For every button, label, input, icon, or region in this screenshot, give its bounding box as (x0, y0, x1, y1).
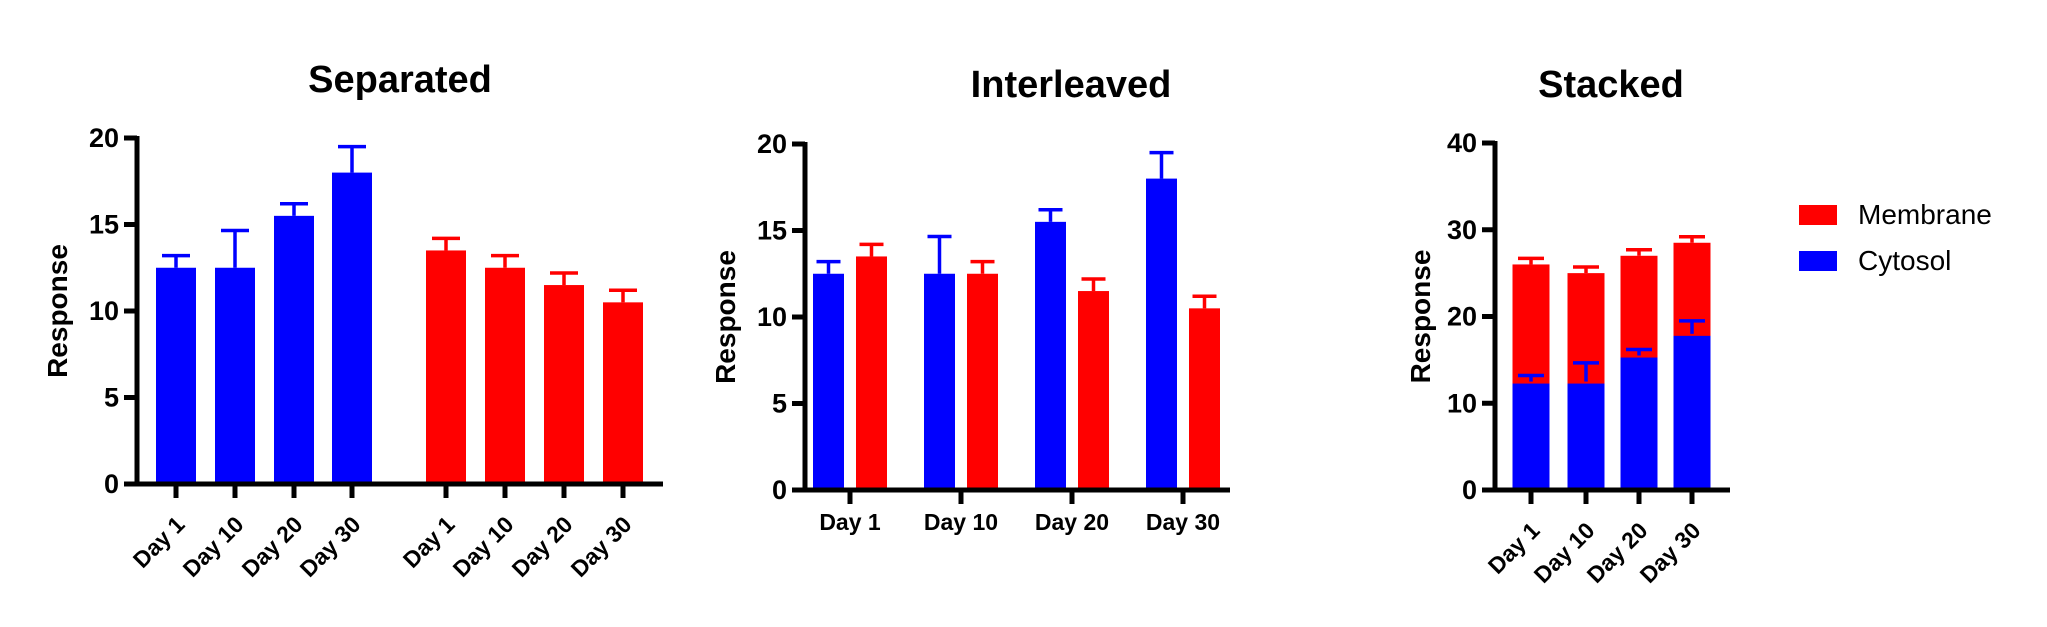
chart-title: Interleaved (971, 64, 1172, 106)
bar (856, 256, 887, 492)
y-tick-label: 0 (104, 469, 119, 499)
y-tick-label: 15 (757, 216, 787, 246)
chart-title: Stacked (1538, 64, 1684, 106)
legend-item-cytosol: Cytosol (1799, 245, 1992, 276)
legend-label-cytosol: Cytosol (1858, 245, 1952, 276)
bar (1035, 221, 1066, 492)
bar (1146, 178, 1177, 492)
bar (156, 267, 196, 486)
y-axis-label: Response (42, 244, 73, 378)
bar (1567, 381, 1605, 492)
bar (603, 302, 643, 486)
y-tick-label: 0 (1462, 475, 1477, 505)
x-tick-label: Day 30 (1635, 517, 1706, 588)
legend-label-membrane: Membrane (1858, 199, 1992, 230)
bar (332, 172, 372, 486)
bar (1673, 333, 1711, 492)
bar (1078, 291, 1109, 492)
x-tick-label: Day 20 (1035, 509, 1109, 535)
y-tick-label: 0 (772, 475, 787, 505)
y-tick-label: 40 (1447, 128, 1477, 158)
y-tick-label: 20 (1447, 302, 1477, 332)
y-tick-label: 15 (89, 210, 119, 240)
x-tick-label: Day 30 (1146, 509, 1220, 535)
bar (1620, 355, 1658, 492)
y-tick-label: 5 (772, 389, 787, 419)
y-axis-label: Response (1405, 250, 1436, 384)
bar (1512, 264, 1550, 384)
y-tick-label: 20 (757, 129, 787, 159)
bar (274, 215, 314, 486)
y-tick-label: 10 (89, 296, 119, 326)
y-tick-label: 30 (1447, 215, 1477, 245)
y-tick-label: 20 (89, 123, 119, 153)
legend: Membrane Cytosol (1799, 199, 1992, 297)
chart-title: Separated (308, 59, 492, 101)
bar (813, 273, 844, 492)
membrane-swatch-icon (1799, 205, 1837, 225)
y-tick-label: 10 (757, 302, 787, 332)
y-tick-label: 10 (1447, 388, 1477, 418)
cytosol-swatch-icon (1799, 251, 1837, 271)
bar (426, 250, 466, 486)
bar (1189, 308, 1220, 492)
x-tick-label: Day 10 (924, 509, 998, 535)
bar (1512, 381, 1550, 492)
legend-item-membrane: Membrane (1799, 199, 1992, 230)
y-tick-label: 5 (104, 383, 119, 413)
bar (215, 267, 255, 486)
bar (967, 273, 998, 492)
bar (544, 285, 584, 486)
bar (924, 273, 955, 492)
x-tick-label: Day 1 (819, 509, 881, 535)
bar (1620, 255, 1658, 358)
y-axis-label: Response (710, 250, 741, 384)
bar (485, 267, 525, 486)
